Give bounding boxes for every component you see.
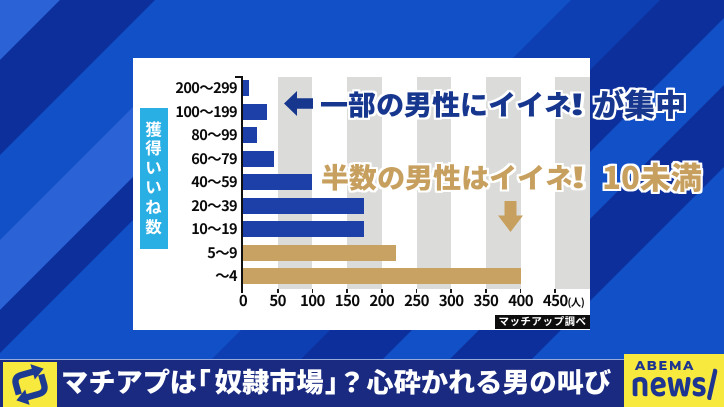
bar-5〜9 [243, 244, 396, 261]
callout-under10: 半数の男性はイイネ! 10未満 [321, 160, 702, 191]
headline-banner [0, 359, 724, 407]
x-tick-label: 450 [542, 289, 568, 311]
grid-band [555, 77, 590, 289]
callout2-emphasis: 10未満 [602, 152, 702, 198]
y-tick-label: 10〜19 [191, 218, 237, 240]
y-tick-label: 200〜299 [175, 77, 237, 99]
source-box: マッチアップ調べ [495, 314, 590, 330]
bar-200〜299 [243, 80, 249, 97]
callout-concentrated: 一部の男性にイイネ! が集中 [320, 87, 686, 118]
callout1-text: 一部の男性にイイネ! [320, 83, 586, 124]
grid-band [416, 77, 452, 289]
x-tick-label: 150 [334, 289, 360, 311]
y-tick-label: 〜4 [215, 265, 237, 287]
bar-10〜19 [243, 221, 365, 238]
y-tick-label: 5〜9 [207, 241, 237, 263]
loop-arrows-icon [12, 364, 48, 405]
bar-60〜79 [243, 150, 275, 167]
x-tick-mark [276, 288, 279, 293]
y-axis-top-tick [234, 75, 241, 78]
x-tick-mark [485, 288, 487, 293]
bar-20〜39 [243, 197, 365, 214]
y-tick-label: 80〜99 [191, 124, 237, 146]
x-tick-label: 300 [438, 289, 464, 311]
callout1-emphasis: が集中 [593, 79, 687, 125]
y-axis-title-box: 獲得いいね数 [139, 108, 168, 249]
show-logo-box [3, 362, 57, 407]
x-axis-unit: (人) [567, 294, 585, 309]
headline-text: マチアプは「 奴隷市場」？心砕かれる男の叫び [61, 359, 612, 400]
x-tick-label: 100 [300, 289, 325, 311]
x-tick-label: 400 [508, 289, 533, 311]
x-tick-mark [311, 288, 314, 293]
callout2-text: 半数の男性はイイネ! [321, 156, 587, 197]
y-axis-title: 獲得いいね数 [141, 120, 166, 237]
y-tick-label: 20〜39 [191, 194, 237, 216]
abema-logo-text: ABEMA [635, 358, 696, 374]
arrow-down-icon [498, 201, 523, 232]
x-tick-label: 250 [404, 289, 429, 311]
x-tick-label: 50 [269, 289, 286, 311]
x-tick-mark [415, 288, 418, 293]
x-tick-mark [519, 288, 522, 293]
grid-band [451, 77, 486, 289]
bar-80〜99 [243, 127, 257, 144]
x-tick-label: 200 [369, 289, 395, 311]
bar-40〜59 [243, 174, 313, 191]
x-tick-label: 0 [238, 289, 248, 311]
bar-〜4 [243, 268, 521, 285]
abema-news-logo-box [624, 354, 724, 407]
x-tick-mark [346, 288, 348, 293]
arrow-left-icon [284, 91, 313, 116]
x-tick-mark [380, 288, 383, 293]
x-tick-label: 350 [473, 289, 499, 311]
news-logo-text: news/ [631, 355, 718, 407]
grid-band [520, 77, 556, 289]
y-tick-label: 60〜79 [191, 147, 237, 169]
y-tick-label: 40〜59 [191, 171, 237, 193]
source-label: マッチアップ調べ [498, 314, 587, 330]
grid-band [485, 77, 521, 289]
x-tick-mark [554, 288, 557, 293]
y-tick-label: 100〜199 [175, 100, 237, 122]
x-tick-mark [450, 288, 453, 293]
bar-100〜199 [243, 103, 268, 120]
y-axis-line [240, 75, 244, 293]
